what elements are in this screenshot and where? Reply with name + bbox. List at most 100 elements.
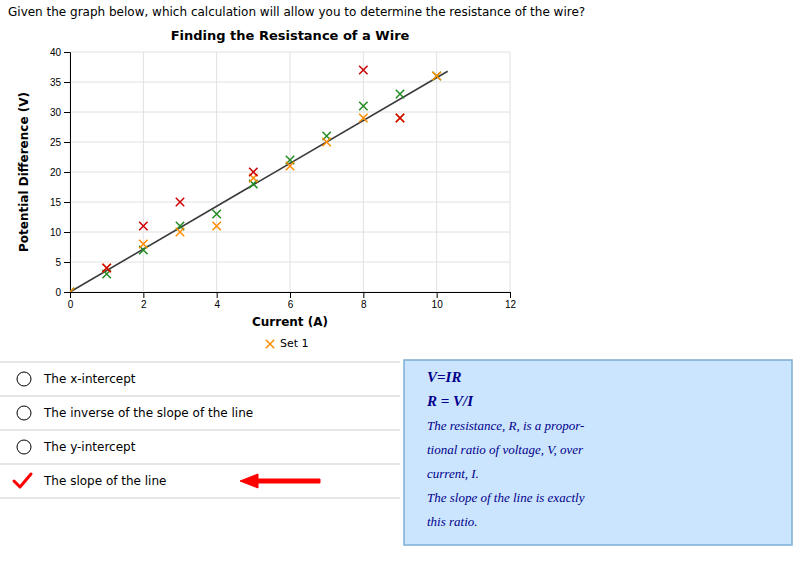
x-tick-label: 4 [214,299,220,310]
grid-line-y [70,112,510,113]
option-divider [0,498,400,499]
point-series [70,72,441,292]
x-tick-mark [143,292,144,298]
annotation-line: R = V/I [426,393,474,409]
x-tick-label: 8 [361,299,367,310]
grid-line-y [70,52,510,53]
point-series [102,66,404,272]
annotation-background [404,360,792,545]
x-tick-mark [217,292,218,298]
grid-line-y [70,232,510,233]
x-tick: 2 [141,292,147,310]
legend-item: Set 1 [266,337,309,350]
y-tick-label: 20 [50,167,62,178]
x-marker [432,72,440,80]
x-tick: 0 [68,292,74,310]
x-tick: 8 [361,292,367,310]
option-label: The inverse of the slope of the line [43,406,253,420]
y-tick-label: 35 [50,77,62,88]
y-tick-label: 0 [55,287,61,298]
x-tick: 12 [505,292,517,310]
x-axis-label: Current (A) [252,315,328,329]
x-marker [432,72,440,80]
x-tick: 4 [214,292,220,310]
grid-line-y [70,202,510,203]
grid-line-y [70,142,510,143]
y-tick: 30 [50,107,70,118]
chart-title: Finding the Resistance of a Wire [171,28,410,43]
correct-check [14,474,31,487]
y-axis-label: Potential Difference (V) [17,92,31,252]
x-marker [176,228,184,236]
y-tick: 20 [50,167,70,178]
answer-arrow [240,474,320,488]
x-axis: 0 2 4 6 8 10 12 [68,292,517,310]
options: The x-intercept The inverse of the slope … [0,362,400,498]
annotation-line: this ratio. [427,514,478,529]
annotation-line: V=IR [427,369,461,385]
y-tick-label: 10 [50,227,62,238]
option-label: The slope of the line [43,474,166,488]
option-radio [17,372,31,386]
x-tick-label: 0 [68,299,74,310]
x-tick: 10 [432,292,444,310]
y-tick: 40 [50,47,70,58]
option-divider [0,396,400,397]
y-tick-mark [64,82,70,83]
y-tick-mark [64,292,70,293]
x-marker [70,288,74,292]
x-tick-label: 2 [141,299,147,310]
option-label: The y-intercept [43,440,136,454]
option-radio [17,440,31,454]
y-tick-label: 30 [50,107,62,118]
x-marker [212,222,220,230]
x-tick-label: 6 [288,299,294,310]
x-marker [70,288,74,292]
x-tick-label: 10 [432,299,444,310]
chart: Given the graph below, which calculation… [0,0,800,573]
x-tick: 6 [288,292,294,310]
y-tick: 0 [55,287,70,298]
x-marker [396,114,404,122]
option-radio [17,406,31,420]
annotation-line: current, I. [427,466,479,481]
x-tick-mark [290,292,291,298]
x-marker [102,264,110,272]
y-axis-line [64,53,71,293]
trend-line [70,71,448,292]
x-marker [286,162,294,170]
y-tick-label: 15 [50,197,62,208]
x-marker [322,138,330,146]
annotation-line: The resistance, R, is a propor- [427,418,584,433]
x-axis-line [71,293,511,299]
y-tick-mark [64,142,70,143]
option-label: The x-intercept [43,372,136,386]
y-tick: 35 [50,77,70,88]
point-series [70,72,441,292]
y-tick-mark [64,202,70,203]
x-tick-mark [510,292,511,298]
x-tick-mark [437,292,438,298]
y-tick-label: 25 [50,137,62,148]
x-marker [359,66,367,74]
x-tick-label: 12 [505,299,517,310]
y-tick: 10 [50,227,70,238]
option-divider [0,464,400,465]
x-marker [139,222,147,230]
x-marker [212,210,220,218]
legend-label: Set 1 [280,337,309,350]
y-tick-mark [64,232,70,233]
option-divider [0,430,400,431]
grid-line-y [70,172,510,173]
x-marker [139,240,147,248]
y-tick-label: 40 [50,47,62,58]
y-tick-mark [64,172,70,173]
y-tick-label: 5 [55,257,61,268]
grid-line-y [70,82,510,83]
y-tick-mark [64,262,70,263]
grid [70,52,510,292]
x-marker [359,114,367,122]
y-tick-mark [64,52,70,53]
y-tick-mark [64,112,70,113]
x-tick-mark [363,292,364,298]
